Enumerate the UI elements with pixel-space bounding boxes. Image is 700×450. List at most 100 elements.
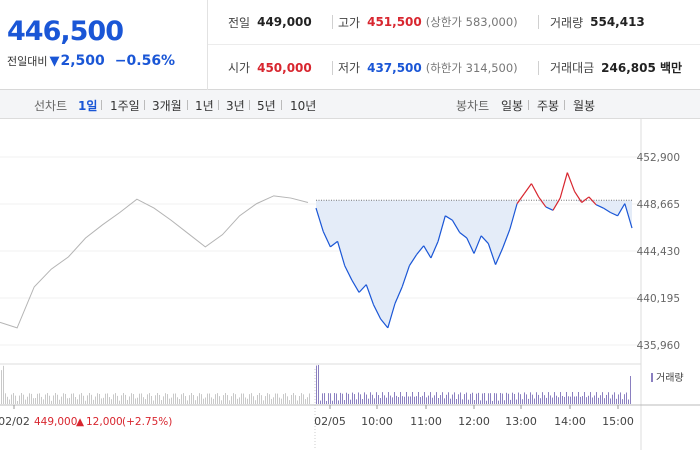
volume-bar bbox=[588, 395, 589, 404]
volume-bar bbox=[55, 393, 56, 404]
volume-bar bbox=[117, 395, 118, 404]
price-box: 446,500 전일대비 ▼ 2,500 −0.56% bbox=[0, 0, 208, 90]
volume-bar bbox=[526, 394, 527, 404]
volume-bar bbox=[181, 394, 182, 404]
volume-bar bbox=[586, 397, 587, 404]
volume-bar bbox=[161, 400, 162, 404]
x-tick-label: 14:00 bbox=[554, 415, 586, 428]
volume-bar bbox=[151, 395, 152, 404]
volume-bar bbox=[560, 392, 561, 404]
tab-1year[interactable]: 1년 bbox=[195, 99, 214, 113]
volume-bar bbox=[498, 400, 499, 404]
volume-bar bbox=[171, 397, 172, 404]
volume-bar bbox=[420, 397, 421, 404]
volume-bar bbox=[191, 393, 192, 404]
volume-bar bbox=[77, 399, 78, 404]
volume-bar bbox=[225, 393, 226, 404]
volume-bar bbox=[520, 394, 521, 404]
tab-1day[interactable]: 1일 bbox=[78, 99, 98, 113]
volume-bar bbox=[205, 397, 206, 404]
divider bbox=[564, 100, 565, 110]
volume-bar bbox=[326, 400, 327, 404]
volume-bar bbox=[81, 393, 82, 404]
tab-10year[interactable]: 10년 bbox=[290, 99, 317, 113]
volume-bar bbox=[462, 399, 463, 404]
volume-bar bbox=[338, 400, 339, 404]
volume-bar bbox=[456, 399, 457, 404]
volume-bar bbox=[49, 395, 50, 404]
today-line-segment bbox=[351, 279, 360, 293]
volume-bar bbox=[532, 394, 533, 404]
volume-bar bbox=[137, 397, 138, 404]
price-chart[interactable]: 452,900 448,665 444,430 440,195 435,960 02/0… bbox=[0, 119, 700, 450]
tab-weekly-candle[interactable]: 주봉 bbox=[537, 99, 560, 113]
volume-bar bbox=[163, 396, 164, 404]
down-arrow-icon: ▼ bbox=[49, 53, 60, 69]
x-tick-label: 15:00 bbox=[602, 415, 634, 428]
volume-bar bbox=[528, 398, 529, 404]
stats-row-2: 시가 450,000 저가 437,500 (하한가 314,500) 거래대금… bbox=[208, 45, 700, 90]
divider bbox=[144, 100, 145, 110]
volume-bar bbox=[608, 392, 609, 404]
volume-bar bbox=[620, 392, 621, 404]
volume-bar bbox=[350, 399, 351, 404]
prev-close-label: 전일 bbox=[228, 15, 251, 30]
volume-bar bbox=[7, 396, 8, 404]
divider bbox=[528, 100, 529, 110]
volume-bar bbox=[143, 397, 144, 404]
volume-bar bbox=[626, 392, 627, 404]
quote-header: 446,500 전일대비 ▼ 2,500 −0.56% 전일 449,000 고… bbox=[0, 0, 700, 90]
volume-bar bbox=[438, 398, 439, 404]
volume-bar bbox=[448, 392, 449, 404]
volume-bar bbox=[113, 394, 114, 404]
volume-bar bbox=[380, 398, 381, 404]
low: 저가 437,500 (하한가 314,500) bbox=[338, 60, 518, 76]
x-tick-label: 11:00 bbox=[410, 415, 442, 428]
volume-bar bbox=[342, 393, 343, 404]
volume-bar bbox=[598, 397, 599, 404]
volume-bar bbox=[402, 396, 403, 404]
volume-bar bbox=[452, 394, 453, 404]
tab-1week[interactable]: 1주일 bbox=[110, 99, 140, 113]
volume-legend-label: 거래량 bbox=[656, 372, 684, 384]
volume-bar bbox=[416, 396, 417, 404]
volume-bar bbox=[554, 392, 555, 404]
volume-bar bbox=[201, 394, 202, 404]
tab-3month[interactable]: 3개월 bbox=[152, 99, 182, 113]
tab-5year[interactable]: 5년 bbox=[257, 99, 276, 113]
volume-bar bbox=[17, 400, 18, 404]
volume-bar bbox=[223, 395, 224, 404]
volume-legend: 거래량 bbox=[651, 372, 684, 384]
volume-bar bbox=[193, 395, 194, 404]
today-line-segment bbox=[430, 241, 439, 259]
tab-daily-candle[interactable]: 일봉 bbox=[501, 99, 524, 113]
today-line-segment bbox=[509, 203, 518, 230]
tab-3year[interactable]: 3년 bbox=[226, 99, 245, 113]
volume-bar bbox=[35, 398, 36, 404]
volume-bar bbox=[472, 392, 473, 404]
volume-bar bbox=[514, 393, 515, 404]
today-line-segment bbox=[315, 207, 324, 232]
volume-bar bbox=[356, 399, 357, 404]
volume-bar bbox=[428, 395, 429, 404]
volume-bar bbox=[378, 395, 379, 404]
low-value: 437,500 bbox=[367, 60, 422, 75]
volume-bar bbox=[604, 398, 605, 404]
volume-bar bbox=[366, 394, 367, 404]
tab-monthly-candle[interactable]: 월봉 bbox=[573, 99, 596, 113]
below-reference-fill bbox=[316, 200, 632, 328]
x-axis-ticks: 02/02 02/05 10:00 11:00 12:00 13:00 14:00 15:00 bbox=[0, 405, 634, 428]
volume-bar bbox=[133, 394, 134, 404]
x-tick-label: 13:00 bbox=[505, 415, 537, 428]
today-line-segment bbox=[588, 196, 597, 206]
volume-bar bbox=[303, 394, 304, 404]
today-line-segment bbox=[423, 245, 432, 259]
volume-bar bbox=[47, 393, 48, 404]
volume-bar bbox=[516, 399, 517, 404]
volume-bar bbox=[372, 394, 373, 404]
change-percent: −0.56% bbox=[114, 53, 176, 69]
high: 고가 451,500 (상한가 583,000) bbox=[338, 14, 518, 30]
volume-bar bbox=[57, 394, 58, 404]
high-label: 고가 bbox=[338, 15, 361, 30]
volume-bar bbox=[229, 400, 230, 404]
